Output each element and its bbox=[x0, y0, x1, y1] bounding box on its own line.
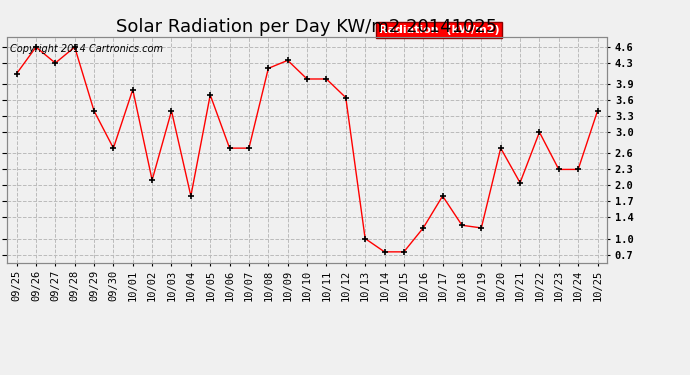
Text: Radiation  (kW/m2): Radiation (kW/m2) bbox=[379, 25, 500, 35]
Text: Copyright 2014 Cartronics.com: Copyright 2014 Cartronics.com bbox=[10, 44, 163, 54]
Title: Solar Radiation per Day KW/m2 20141025: Solar Radiation per Day KW/m2 20141025 bbox=[117, 18, 497, 36]
